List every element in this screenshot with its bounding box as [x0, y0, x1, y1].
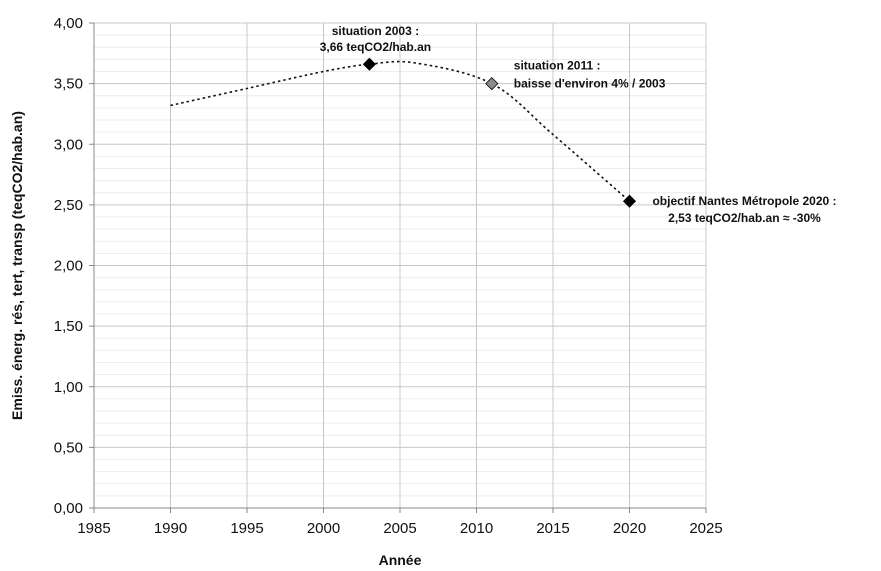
x-tick-label: 1990: [154, 520, 187, 537]
x-tick-label: 2010: [460, 520, 493, 537]
x-tick-label: 1995: [230, 520, 263, 537]
annotation-line: objectif Nantes Métropole 2020 :: [652, 194, 836, 208]
x-tick-label: 2025: [689, 520, 722, 537]
trend-curve: [170, 60, 631, 202]
y-axis-ticks: 0,00 0,50 1,00 1,50 2,00 2,50 3,00 3,50 4,00: [54, 15, 94, 517]
x-tick-label: 2015: [536, 520, 569, 537]
data-point-2020: [622, 194, 637, 208]
y-tick-label: 0,00: [54, 500, 83, 517]
annotation-line: situation 2003 :: [332, 24, 419, 38]
y-tick-label: 1,50: [54, 318, 83, 335]
data-point-2003: [362, 57, 376, 71]
y-tick-label: 2,50: [54, 197, 83, 214]
y-tick-label: 3,50: [54, 76, 83, 93]
y-tick-label: 4,00: [54, 15, 83, 32]
x-tick-label: 2020: [613, 520, 646, 537]
y-tick-label: 2,00: [54, 258, 83, 275]
y-axis-title: Emiss. énerg. rés, tert, transp (teqCO2/…: [9, 111, 25, 420]
x-axis-ticks: 1985 1990 1995 2000 2005 2010 2015 2020 2025: [77, 508, 723, 537]
annotation-2011: situation 2011 : baisse d'environ 4% / 20…: [514, 59, 666, 91]
annotation-line: baisse d'environ 4% / 2003: [514, 77, 666, 91]
x-tick-label: 2000: [307, 520, 340, 537]
y-tick-label: 0,50: [54, 439, 83, 456]
annotation-2003: situation 2003 : 3,66 teqCO2/hab.an: [320, 24, 431, 54]
x-tick-label: 1985: [77, 520, 110, 537]
data-points: [362, 57, 637, 208]
data-point-2011: [485, 77, 499, 91]
x-axis-title: Année: [379, 552, 422, 568]
y-tick-label: 3,00: [54, 136, 83, 153]
x-tick-label: 2005: [383, 520, 416, 537]
annotation-line: 3,66 teqCO2/hab.an: [320, 40, 431, 54]
annotation-line: 2,53 teqCO2/hab.an ≈ -30%: [668, 211, 821, 225]
y-tick-label: 1,00: [54, 379, 83, 396]
annotation-line: situation 2011 :: [514, 59, 601, 73]
annotation-2020: objectif Nantes Métropole 2020 : 2,53 teq…: [652, 194, 836, 225]
annotations: situation 2003 :3,66 teqCO2/hab.ansituat…: [320, 24, 837, 225]
